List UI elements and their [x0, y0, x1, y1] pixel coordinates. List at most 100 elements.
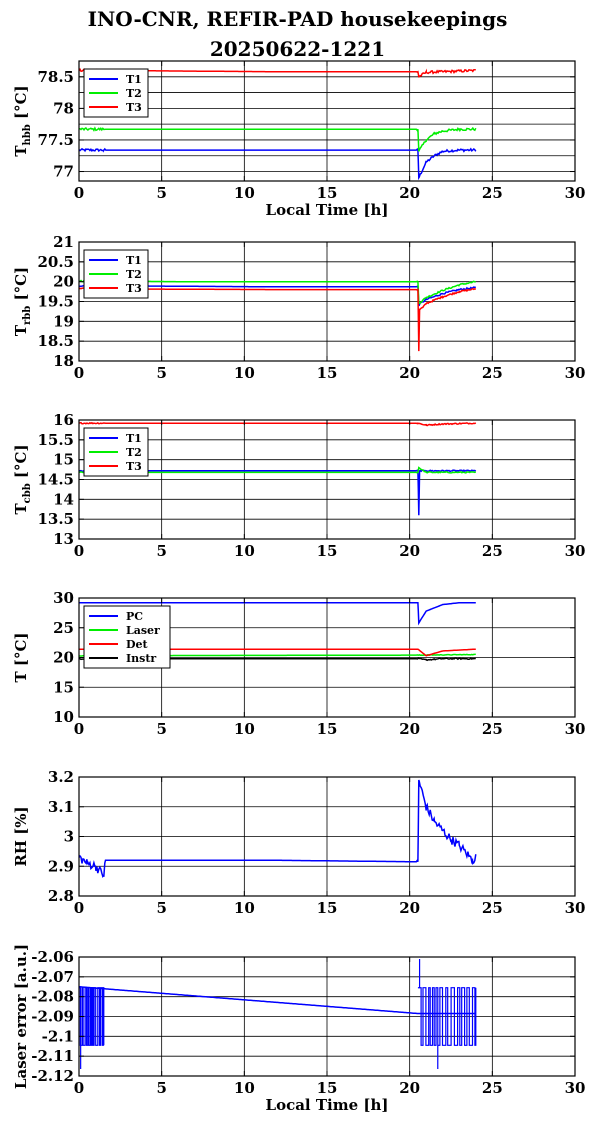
y-tick-label: 19.5 — [37, 293, 74, 311]
x-tick-label: 0 — [74, 1079, 84, 1097]
x-tick-label: 0 — [74, 899, 84, 917]
y-axis-label: Laser error [a.u.] — [12, 944, 30, 1089]
y-tick-label: -2.1 — [42, 1027, 74, 1045]
x-tick-label: 10 — [234, 364, 255, 382]
x-tick-label: 20 — [399, 542, 420, 560]
y-tick-label: -2.12 — [31, 1067, 74, 1085]
y-axis-label-unit: [°C] — [12, 85, 30, 124]
y-tick-label: 13.5 — [37, 510, 74, 528]
y-axis-label-sub: hbb — [22, 124, 33, 145]
y-tick-label: 77 — [53, 163, 74, 181]
y-tick-label: -2.11 — [31, 1047, 74, 1065]
x-tick-label: 30 — [565, 720, 586, 738]
y-tick-label: 3.1 — [48, 798, 74, 816]
y-tick-label: 15.5 — [37, 431, 74, 449]
y-tick-label: 15 — [53, 678, 74, 696]
y-tick-label: 14 — [53, 490, 74, 508]
x-tick-label: 25 — [482, 1079, 503, 1097]
legend-label: T1 — [126, 254, 142, 267]
legend-label: T3 — [126, 460, 142, 473]
x-axis-label: Local Time [h] — [266, 201, 389, 219]
y-tick-label: 78 — [53, 99, 74, 117]
x-tick-label: 30 — [565, 364, 586, 382]
y-tick-label: 3.2 — [48, 768, 74, 786]
series-line-pc — [79, 602, 476, 626]
y-tick-label: 18 — [53, 352, 74, 370]
x-tick-label: 20 — [399, 899, 420, 917]
y-axis-label-main: T — [12, 145, 30, 157]
chart-panel-6: 0 5 10 15 20 25 30 -2.12 -2.11 -2.1-2.09 -2.08 -2.0… — [12, 944, 585, 1114]
x-tick-label: 30 — [565, 542, 586, 560]
y-tick-label: 25 — [53, 619, 74, 637]
y-tick-label: 14.5 — [37, 471, 74, 489]
y-tick-label: 77.5 — [37, 131, 74, 149]
y-axis-label: Thbb [°C] — [12, 85, 33, 156]
series-line-t2 — [78, 126, 477, 152]
y-tick-label: 21 — [53, 233, 74, 251]
x-tick-label: 20 — [399, 720, 420, 738]
y-axis-label-main: Laser error [a.u.] — [12, 944, 30, 1089]
y-tick-label: -2.08 — [31, 988, 74, 1006]
legend-label: T2 — [126, 446, 142, 459]
series-line-t3 — [78, 421, 477, 427]
y-tick-label: 78.5 — [37, 68, 74, 86]
x-tick-label: 5 — [156, 542, 166, 560]
y-axis-label-main: T — [12, 503, 30, 515]
x-tick-label: 15 — [317, 1079, 338, 1097]
y-tick-label: 3 — [64, 828, 74, 846]
x-tick-label: 0 — [74, 542, 84, 560]
y-tick-label: 15 — [53, 451, 74, 469]
x-tick-label: 0 — [74, 720, 84, 738]
legend-label: Laser — [126, 624, 160, 637]
x-tick-label: 25 — [482, 542, 503, 560]
series-line-t1 — [78, 147, 477, 181]
figure-title-block: INO-CNR, REFIR-PAD housekeepings 2025062… — [0, 4, 595, 64]
series-line-data — [78, 779, 477, 878]
series-line-burst — [78, 958, 477, 1070]
x-tick-label: 15 — [317, 364, 338, 382]
chart-panel-5: 0 5 10 15 20 25 30 2.8 2.9 3 3.1 3.2 RH [%] — [12, 768, 585, 917]
chart-panel-1: 0 5 10 15 20 25 30 77 77.5 78 78.5 Local Time [h] Th… — [12, 60, 586, 219]
x-tick-label: 0 — [74, 184, 84, 202]
x-tick-label: 5 — [156, 184, 166, 202]
legend-label: Instr — [126, 652, 156, 665]
x-tick-label: 10 — [234, 184, 255, 202]
x-tick-label: 15 — [317, 542, 338, 560]
x-tick-label: 10 — [234, 720, 255, 738]
legend-label: PC — [126, 610, 143, 623]
x-tick-label: 30 — [565, 184, 586, 202]
series-line-data — [79, 986, 476, 1015]
legend-label: T2 — [126, 268, 142, 281]
x-tick-label: 30 — [565, 1079, 586, 1097]
y-axis-label-main: RH [%] — [12, 806, 30, 866]
y-axis-label: Tcbb [°C] — [12, 444, 33, 514]
legend-label: T1 — [126, 432, 142, 445]
series-line-t1 — [78, 469, 477, 516]
x-tick-label: 5 — [156, 364, 166, 382]
x-tick-label: 20 — [399, 364, 420, 382]
y-tick-label: 19 — [53, 312, 74, 330]
legend-label: T2 — [126, 87, 142, 100]
y-tick-label: 16 — [53, 411, 74, 429]
x-tick-label: 25 — [482, 720, 503, 738]
y-tick-label: -2.07 — [31, 968, 74, 986]
y-axis-label-main: T [°C] — [12, 632, 30, 682]
x-tick-label: 5 — [156, 1079, 166, 1097]
y-tick-label: 10 — [53, 708, 74, 726]
y-tick-label: 30 — [53, 589, 74, 607]
y-tick-label: 20 — [53, 649, 74, 667]
y-tick-label: 20.5 — [37, 253, 74, 271]
x-axis-label: Local Time [h] — [266, 1096, 389, 1114]
legend-label: T1 — [126, 73, 142, 86]
y-tick-label: 18.5 — [37, 332, 74, 350]
y-axis-label: RH [%] — [12, 806, 30, 866]
y-axis-label-sub: cbb — [22, 483, 33, 503]
x-tick-label: 25 — [482, 364, 503, 382]
x-tick-label: 15 — [317, 184, 338, 202]
chart-panel-4: 0 5 10 15 20 25 30 10 15 20 25 30 T [°C] PCLaserDetIn… — [12, 589, 585, 738]
